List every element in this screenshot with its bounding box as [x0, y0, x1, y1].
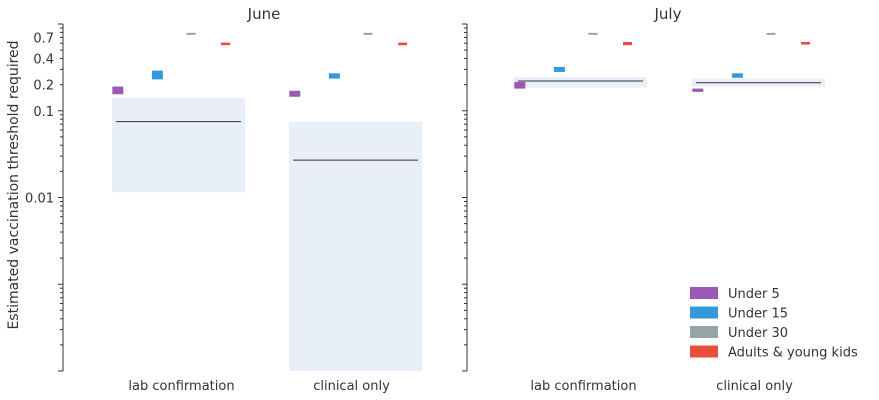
marker-under-5: [514, 81, 526, 89]
marker-under-30: [766, 32, 776, 35]
legend-label: Under 30: [728, 326, 788, 341]
interval-band: [514, 76, 647, 88]
marker-under-15: [731, 73, 743, 78]
group-clinical-only: clinical only: [692, 32, 825, 394]
panel-july: July lab confirmation clinical only: [462, 5, 825, 394]
marker-under-15: [553, 66, 565, 72]
panel-title: July: [654, 5, 682, 23]
interval-band: [289, 121, 422, 371]
legend-label: Under 5: [728, 287, 780, 302]
y-tick-label: 0.4: [33, 53, 54, 68]
legend: Under 5 Under 15 Under 30 Adults & young ki…: [690, 287, 858, 361]
marker-under-5: [289, 90, 301, 97]
legend-item: Under 15: [690, 306, 788, 322]
group-clinical-only: clinical only: [289, 32, 422, 394]
group-lab-confirmation: lab confirmation: [514, 32, 647, 394]
legend-swatch: [690, 287, 718, 299]
legend-swatch: [690, 345, 718, 358]
panel-june: June 0.7 0.4 0.2 0.1 0.01 lab confirmation clin…: [25, 5, 422, 394]
group-lab-confirmation: lab confirmation: [112, 32, 245, 394]
marker-under-30: [363, 32, 373, 35]
legend-swatch: [690, 306, 718, 319]
y-tick-label: 0.2: [33, 79, 54, 94]
x-tick-label: clinical only: [313, 379, 390, 394]
x-tick-label: clinical only: [716, 379, 793, 394]
marker-under-15: [328, 73, 340, 79]
x-tick-label: lab confirmation: [128, 379, 234, 394]
marker-adults-young-kids: [398, 42, 408, 46]
panels: June 0.7 0.4 0.2 0.1 0.01 lab confirmation clin…: [25, 5, 825, 394]
legend-swatch: [690, 326, 718, 338]
y-tick-label: 0.01: [25, 192, 54, 207]
legend-item: Adults & young kids: [690, 345, 858, 361]
marker-under-30: [186, 32, 196, 35]
marker-adults-young-kids: [801, 42, 811, 45]
y-tick-label: 0.1: [33, 105, 54, 120]
y-axis-label: Estimated vaccination threshold required: [6, 40, 22, 329]
y-tick-label: 0.7: [33, 31, 54, 46]
legend-item: Under 30: [690, 326, 788, 341]
marker-adults-young-kids: [221, 42, 231, 46]
legend-label: Adults & young kids: [728, 346, 858, 361]
marker-adults-young-kids: [623, 42, 633, 46]
marker-under-30: [588, 32, 598, 35]
marker-under-5: [692, 88, 704, 92]
legend-item: Under 5: [690, 287, 780, 302]
marker-under-15: [151, 70, 163, 80]
x-tick-label: lab confirmation: [530, 379, 636, 394]
panel-title: June: [247, 5, 281, 23]
legend-label: Under 15: [728, 307, 788, 322]
interval-band: [112, 98, 245, 193]
marker-under-5: [112, 86, 124, 95]
